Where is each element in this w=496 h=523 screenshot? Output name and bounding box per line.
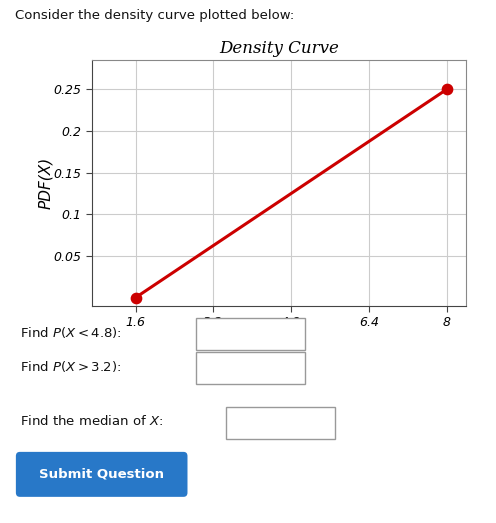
Point — [443, 85, 451, 94]
Text: Consider the density curve plotted below:: Consider the density curve plotted below… — [15, 9, 294, 22]
Text: Find the median of $X$:: Find the median of $X$: — [20, 414, 163, 428]
Text: Submit Question: Submit Question — [39, 468, 164, 481]
Text: Find $P(X > 3.2)$:: Find $P(X > 3.2)$: — [20, 359, 121, 373]
Title: Density Curve: Density Curve — [219, 40, 339, 57]
Point — [131, 293, 139, 302]
Y-axis label: PDF(X): PDF(X) — [38, 157, 54, 209]
Text: Find $P(X < 4.8)$:: Find $P(X < 4.8)$: — [20, 325, 122, 339]
X-axis label: X: X — [274, 331, 284, 346]
